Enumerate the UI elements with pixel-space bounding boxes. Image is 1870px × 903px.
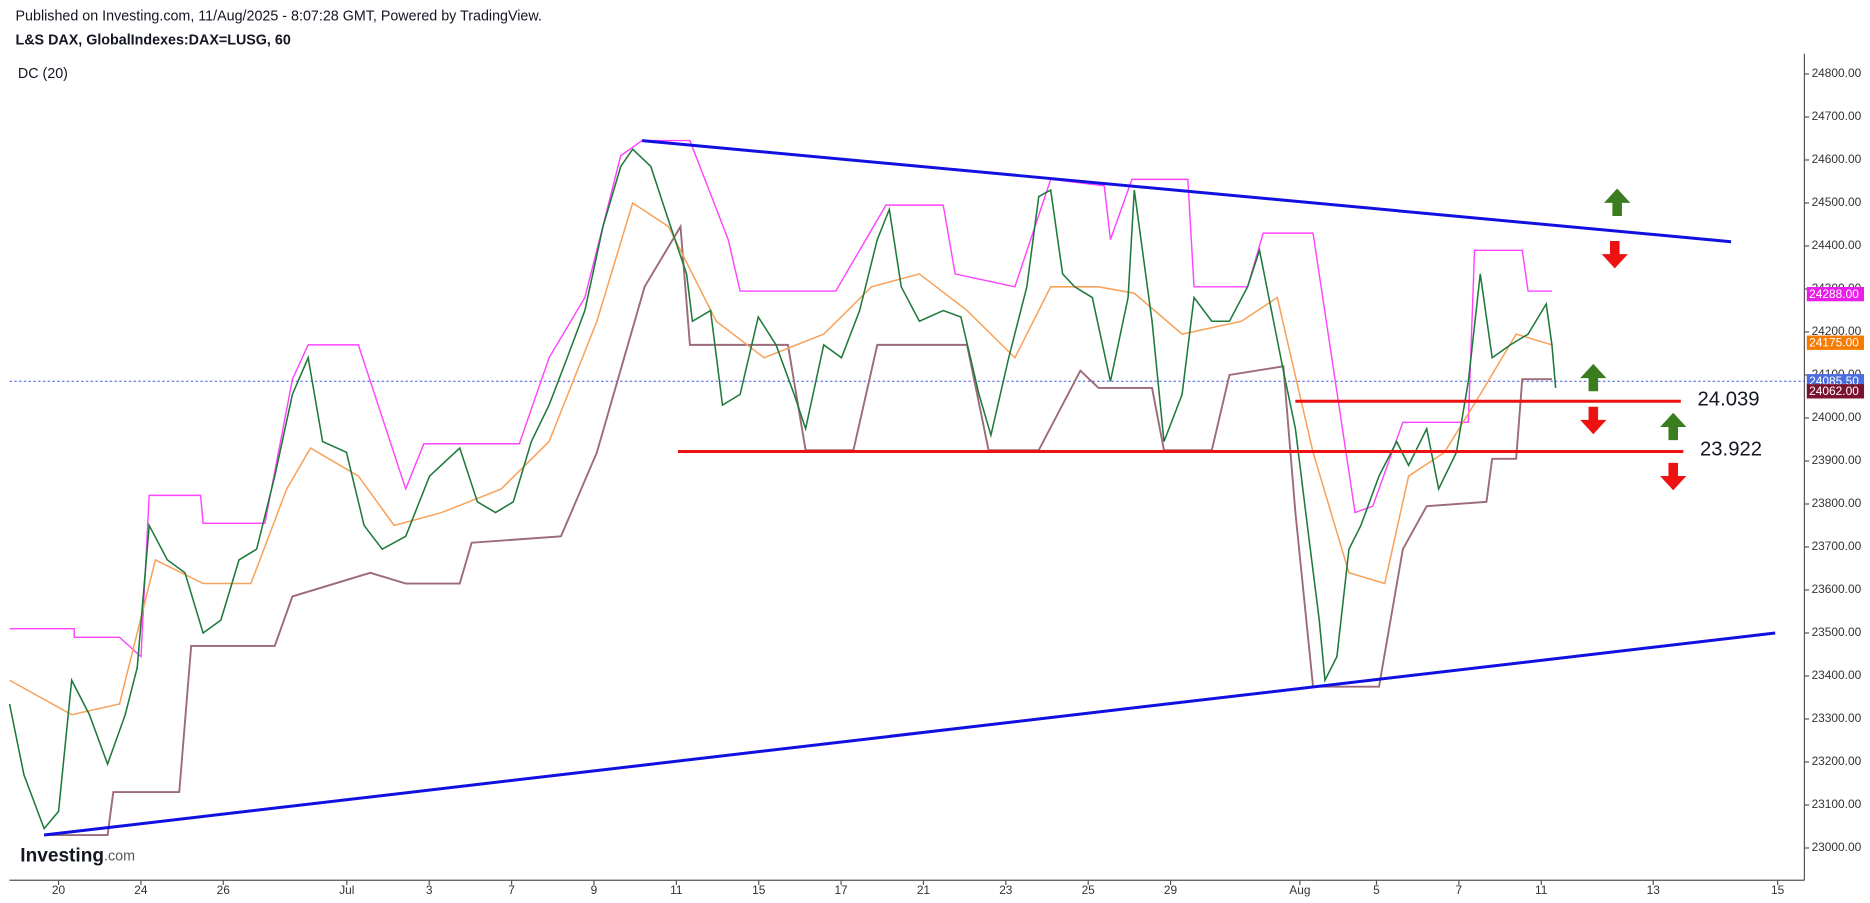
x-tick-label: 21	[917, 883, 931, 897]
logo-suffix: .com	[104, 848, 135, 864]
price-tag-label: 24175.00	[1809, 335, 1859, 349]
logo-text: Investing	[20, 845, 104, 866]
x-tick-label: 3	[426, 883, 433, 897]
x-tick-label: 20	[52, 883, 66, 897]
x-tick-label: 7	[1456, 883, 1463, 897]
y-tick-label: 23400.00	[1812, 668, 1862, 682]
chart-title: L&S DAX, GlobalIndexes:DAX=LUSG, 60	[16, 32, 291, 48]
x-tick-label: 9	[591, 883, 598, 897]
y-tick-label: 23800.00	[1812, 496, 1862, 510]
y-tick-label: 23100.00	[1812, 797, 1862, 811]
price-tag	[1806, 335, 1865, 350]
y-tick-label: 24500.00	[1812, 195, 1862, 209]
y-tick-label: 24000.00	[1812, 410, 1862, 424]
x-tick-label: 13	[1647, 883, 1661, 897]
y-tick-label: 23900.00	[1812, 453, 1862, 467]
y-tick-label: 24200.00	[1812, 324, 1862, 338]
series-line	[44, 223, 1552, 836]
plot: 24.039 23.922	[8, 139, 1805, 837]
y-tick-label: 24600.00	[1812, 152, 1862, 166]
price-tag	[1806, 384, 1865, 399]
y-tick-label: 23300.00	[1812, 711, 1862, 725]
x-tick-label: 29	[1164, 883, 1178, 897]
series-line	[8, 147, 1557, 831]
x-tick-label: 11	[1535, 883, 1548, 897]
x-tick-label: 23	[999, 883, 1013, 897]
y-tick-label: 24400.00	[1812, 238, 1862, 252]
y-tick-label: 23200.00	[1812, 754, 1862, 768]
price-tag-label: 24288.00	[1809, 287, 1859, 301]
y-tick-label: 24800.00	[1812, 66, 1862, 80]
y-tick-label: 23000.00	[1812, 840, 1862, 854]
x-tick-label: 25	[1082, 883, 1096, 897]
x-tick-label: 7	[508, 883, 515, 897]
level-label: 24.039	[1698, 388, 1760, 410]
x-tick-label: 5	[1373, 883, 1380, 897]
trend-line	[641, 139, 1732, 244]
series-line	[9, 139, 1552, 659]
y-tick-label: 23700.00	[1812, 539, 1862, 553]
logo: Investing.com	[20, 845, 135, 866]
y-tick-label: 24700.00	[1812, 109, 1862, 123]
price-tag-label: 24062.00	[1809, 384, 1859, 398]
y-tick-label: 23500.00	[1812, 625, 1862, 639]
y-tick-label: 23600.00	[1812, 582, 1862, 596]
level-label: 23.922	[1700, 439, 1762, 461]
indicator-label: DC (20)	[18, 66, 68, 82]
x-tick-label: 15	[1771, 883, 1785, 897]
price-tag	[1806, 286, 1865, 302]
x-tick-label: 11	[670, 883, 683, 897]
x-tick-label: Jul	[339, 883, 354, 897]
x-tick-label: 17	[834, 883, 848, 897]
x-tick-label: 26	[217, 883, 231, 897]
series-line	[9, 201, 1553, 716]
header: Published on Investing.com, 11/Aug/2025 …	[16, 9, 542, 25]
x-tick-label: Aug	[1289, 883, 1310, 897]
x-tick-label: 15	[752, 883, 766, 897]
x-tick-label: 24	[134, 883, 148, 897]
trend-line	[43, 631, 1776, 837]
